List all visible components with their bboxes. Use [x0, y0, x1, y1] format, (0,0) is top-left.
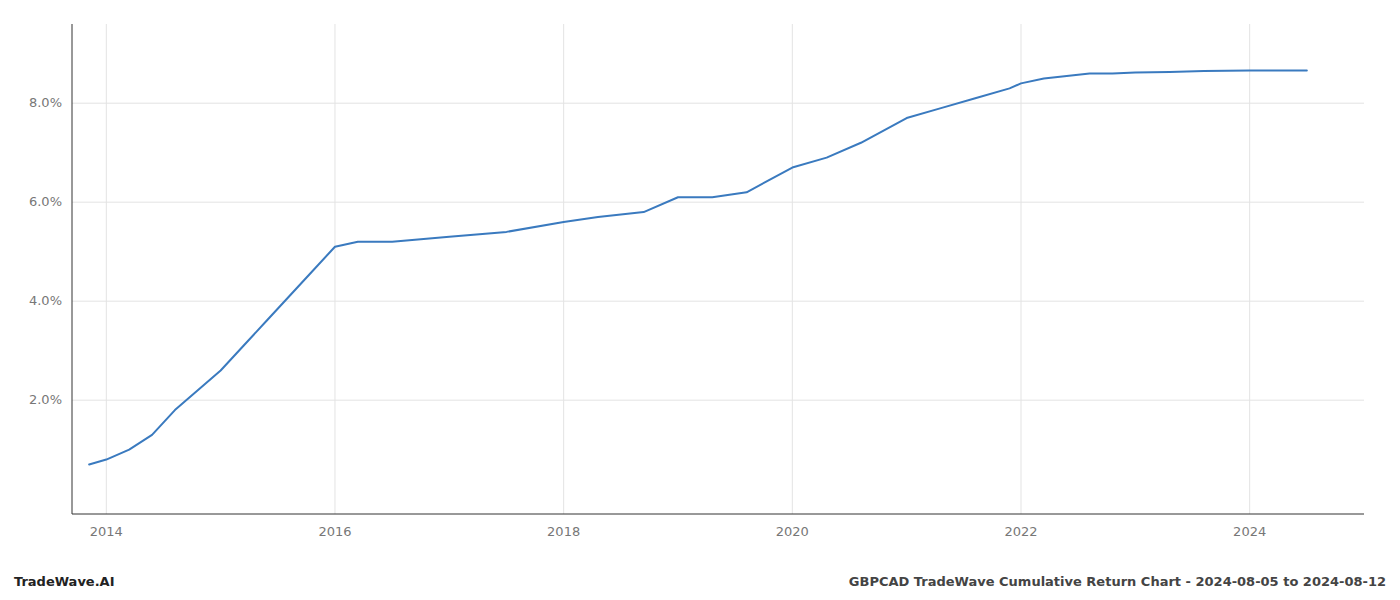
grid-line [563, 24, 564, 514]
grid-line [72, 400, 1364, 401]
grid [72, 24, 1364, 514]
grid-line [1249, 24, 1250, 514]
y-tick-label: 4.0% [29, 293, 62, 308]
line [89, 71, 1307, 465]
y-axis-line [72, 24, 73, 514]
x-tick-label: 2016 [318, 524, 351, 539]
grid-line [334, 24, 335, 514]
tick-labels: 2.0% 4.0% 6.0% 8.0% 2014 2016 2018 2020 2022 2024 [29, 95, 1266, 539]
x-tick-label: 2022 [1004, 524, 1037, 539]
grid-line [72, 202, 1364, 203]
x-axis-line [72, 514, 1364, 515]
y-tick-label: 6.0% [29, 194, 62, 209]
x-tick-label: 2020 [776, 524, 809, 539]
series [89, 71, 1307, 465]
footer-left: TradeWave.AI [14, 574, 115, 589]
footer-title: GBPCAD TradeWave Cumulative Return Chart… [849, 574, 1386, 589]
x-tick-label: 2024 [1233, 524, 1266, 539]
grid-line [72, 103, 1364, 104]
x-tick-label: 2014 [90, 524, 123, 539]
x-tick-label: 2018 [547, 524, 580, 539]
grid-line [106, 24, 107, 514]
y-tick-label: 8.0% [29, 95, 62, 110]
grid-line [792, 24, 793, 514]
y-tick-label: 2.0% [29, 392, 62, 407]
grid-line [72, 301, 1364, 302]
chart: 2.0% 4.0% 6.0% 8.0% 2014 2016 2018 2020 2022 2024… [0, 0, 1400, 600]
grid-line [1020, 24, 1021, 514]
background [0, 0, 1400, 600]
